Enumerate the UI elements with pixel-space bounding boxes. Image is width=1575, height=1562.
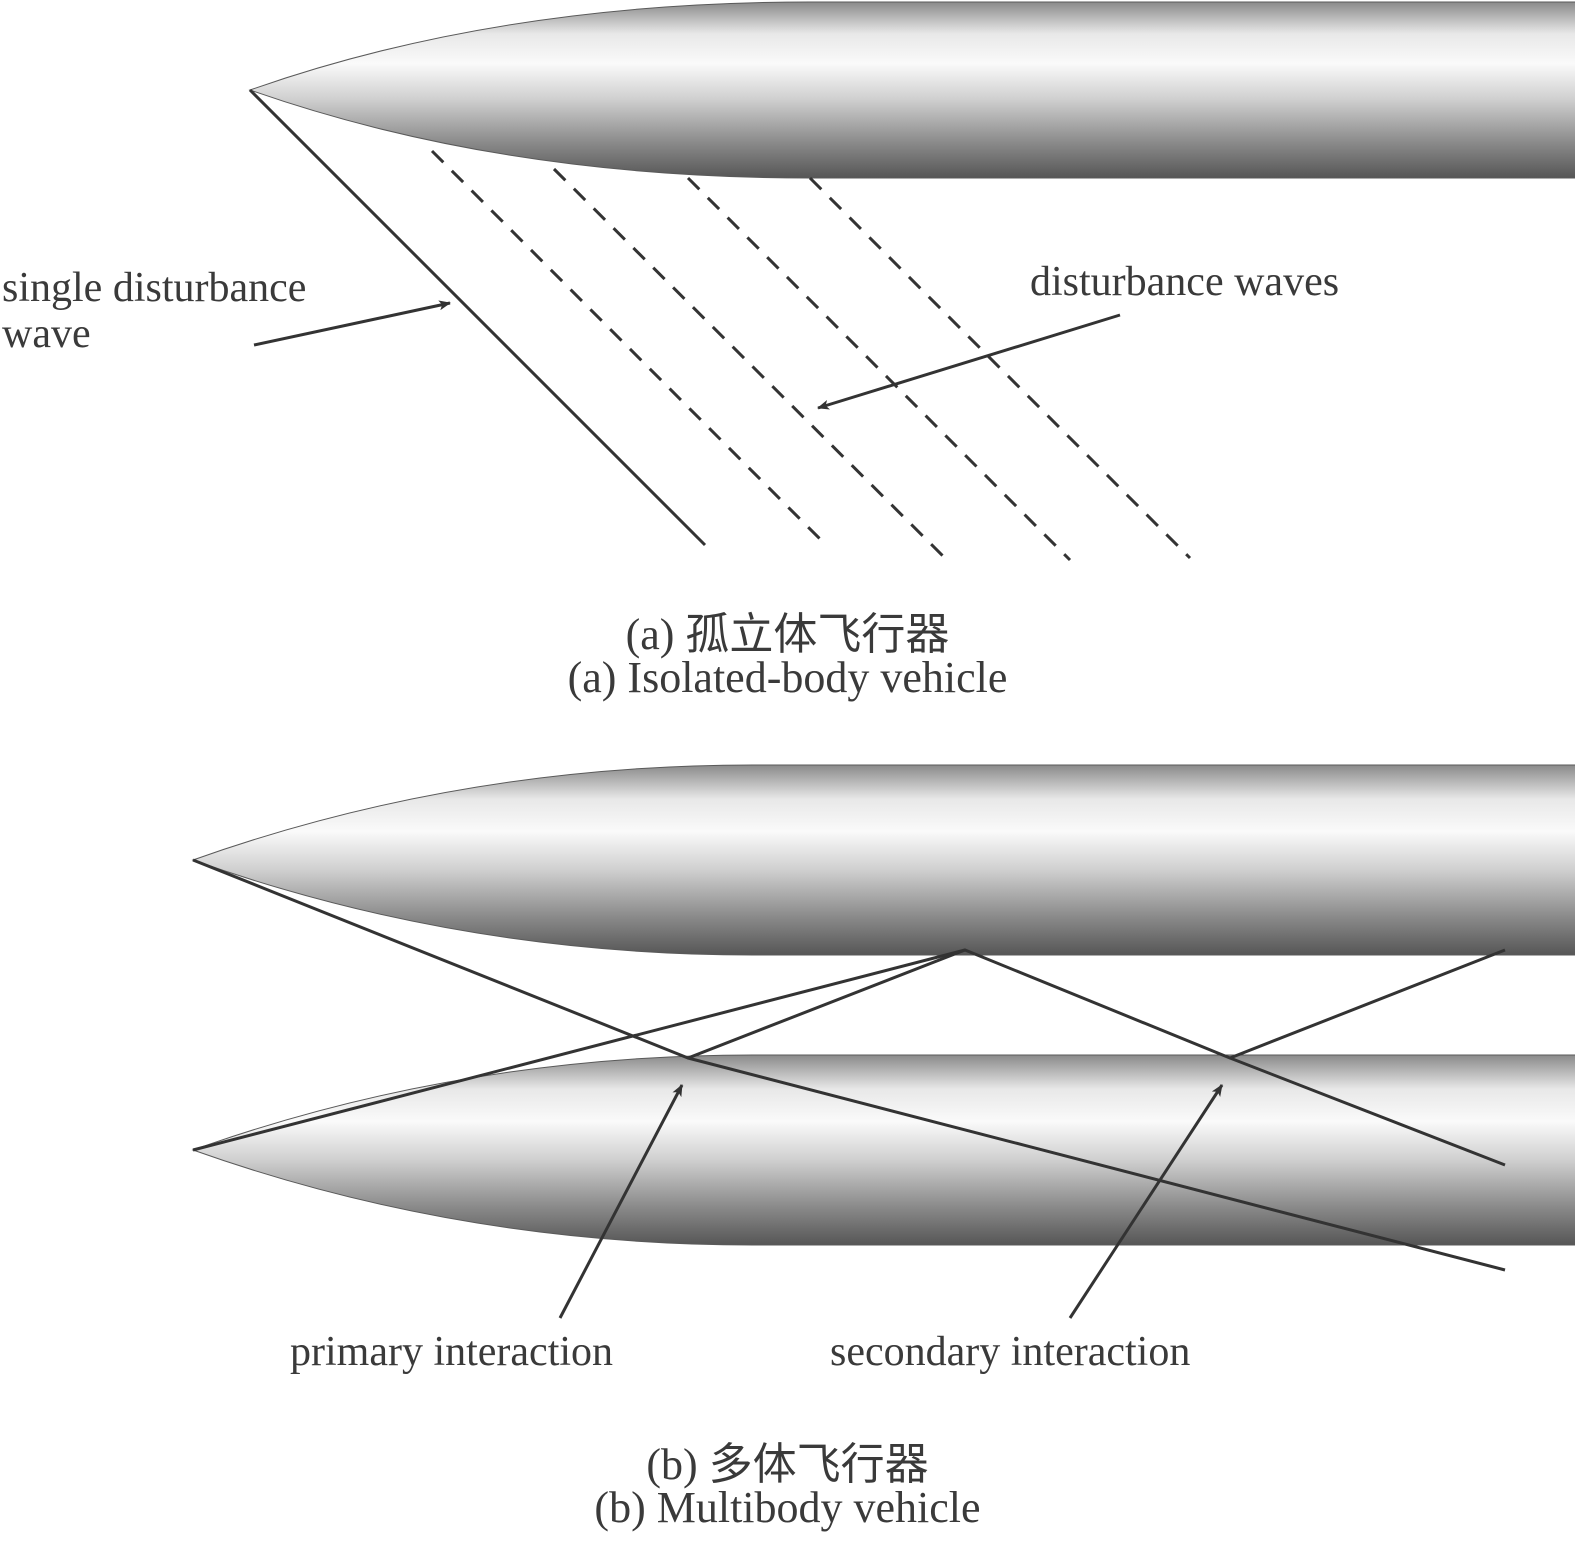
figA-arrow-disturbance [818, 315, 1120, 408]
figB-caption-en: (b) Multibody vehicle [0, 1482, 1575, 1533]
figA-disturbance-waves [432, 151, 1190, 560]
figA-label-disturbance: disturbance waves [1030, 258, 1339, 306]
figB-label-primary: primary interaction [290, 1328, 613, 1376]
figA-label-single-line1: single disturbance [2, 265, 306, 311]
figB-label-secondary: secondary interaction [830, 1328, 1190, 1376]
diagram-svg [0, 0, 1575, 1562]
figA-label-single: single disturbance wave [2, 265, 306, 357]
figA-caption-en: (a) Isolated-body vehicle [0, 652, 1575, 703]
figA-missile [250, 2, 1575, 178]
page: single disturbance wave disturbance wave… [0, 0, 1575, 1562]
figB-missile-top [193, 765, 1575, 955]
figB-missile-bottom [193, 1055, 1575, 1245]
figA-label-single-line2: wave [2, 311, 91, 357]
